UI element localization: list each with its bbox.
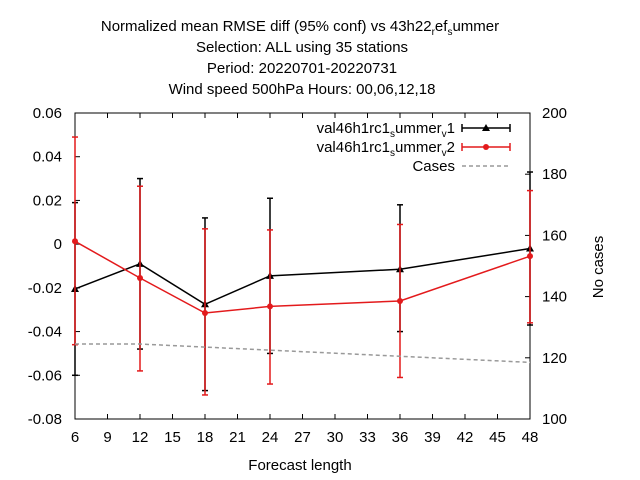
series-line (74, 247, 531, 306)
x-tick-label: 18 (197, 429, 214, 446)
y-tick-label: 0.04 (33, 149, 62, 166)
data-point (267, 303, 273, 310)
y2-tick-label: 100 (542, 411, 567, 428)
series-1 (72, 136, 533, 396)
title-line-2: Selection: ALL using 35 stations (196, 39, 408, 56)
data-point (72, 238, 78, 245)
title-line-1: Normalized mean RMSE diff (95% conf) vs … (101, 18, 499, 38)
x-tick-label: 39 (424, 429, 441, 446)
series-2 (75, 343, 531, 364)
y2-tick-label: 180 (542, 166, 567, 183)
title-line-4: Wind speed 500hPa Hours: 00,06,12,18 (169, 81, 436, 98)
x-tick-label: 48 (522, 429, 539, 446)
y-tick-label: 0.02 (33, 192, 62, 209)
y2-tick-label: 140 (542, 289, 567, 306)
y-axis: 0.06 0.04 0.02 0 -0.02 -0.04 -0.06 -0.08 (28, 105, 80, 428)
y-tick-label: -0.06 (28, 367, 62, 384)
legend: val46h1rc1summerv1 val46h1rc1summerv2 Ca… (317, 120, 511, 175)
data-point (202, 309, 208, 316)
chart-title: Normalized mean RMSE diff (95% conf) vs … (101, 18, 499, 98)
legend-label-v1: val46h1rc1summerv1 (317, 120, 455, 140)
series-line (75, 343, 531, 364)
x-tick-label: 27 (294, 429, 311, 446)
x-tick-label: 45 (489, 429, 506, 446)
y2-axis-label: No cases (590, 236, 607, 299)
x-tick-label: 15 (164, 429, 181, 446)
y-tick-label: -0.08 (28, 411, 62, 428)
x-tick-label: 33 (359, 429, 376, 446)
title-line-3: Period: 20220701-20220731 (207, 60, 397, 77)
x-tick-label: 9 (103, 429, 111, 446)
y-tick-label: 0.06 (33, 105, 62, 122)
y-tick-label: 0 (54, 236, 62, 253)
legend-marker-v1 (482, 124, 490, 131)
legend-label-v2: val46h1rc1summerv2 (317, 139, 455, 159)
x-axis: 6 9 12 15 18 21 24 27 30 33 36 39 42 45 48 (71, 113, 539, 446)
x-tick-label: 36 (392, 429, 409, 446)
x-tick-label: 24 (262, 429, 279, 446)
x-axis-label: Forecast length (248, 457, 351, 474)
x-tick-label: 6 (71, 429, 79, 446)
series-line (74, 240, 531, 314)
legend-marker-v2 (483, 144, 489, 150)
x-tick-label: 42 (457, 429, 474, 446)
x-tick-label: 21 (229, 429, 246, 446)
legend-label-cases: Cases (412, 158, 455, 175)
y2-tick-label: 200 (542, 105, 567, 122)
y2-tick-label: 160 (542, 227, 567, 244)
y2-tick-label: 120 (542, 350, 567, 367)
data-point (397, 297, 403, 304)
x-tick-label: 30 (327, 429, 344, 446)
y2-axis: 200 180 160 140 120 100 (525, 105, 567, 428)
data-point (137, 275, 143, 282)
data-point (527, 253, 533, 260)
y-tick-label: -0.02 (28, 280, 62, 297)
y-tick-label: -0.04 (28, 324, 62, 341)
series-layer (71, 136, 534, 396)
x-tick-label: 12 (132, 429, 149, 446)
